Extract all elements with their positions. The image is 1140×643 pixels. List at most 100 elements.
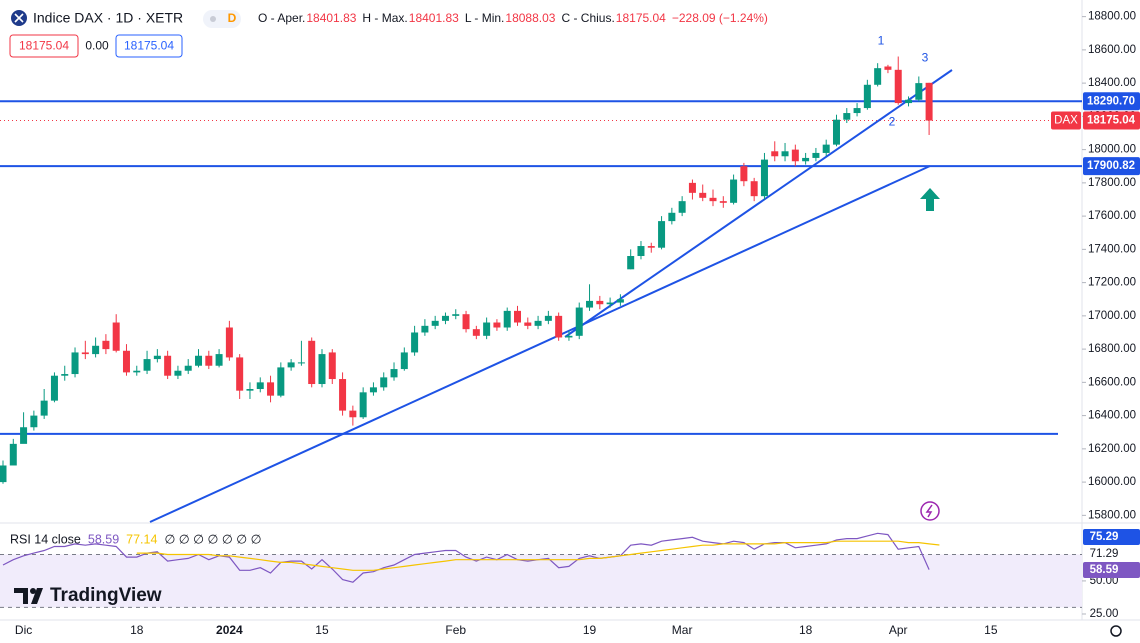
candle-body (565, 335, 573, 338)
candle-body (493, 322, 501, 328)
y-tick-label: 16200.00 (1088, 443, 1136, 455)
trend-line (149, 165, 931, 523)
candle-body (267, 382, 275, 396)
level-badge (1083, 157, 1140, 176)
candle-body (225, 327, 233, 358)
candle-body (730, 179, 738, 203)
candle-body (503, 310, 511, 328)
ohlc-value: 18175.04 (616, 11, 666, 25)
y-tick-label: 15800.00 (1088, 509, 1136, 521)
sell-price[interactable]: 18175.04 (19, 39, 69, 53)
ohlc-label: H - Max. (362, 11, 407, 25)
candle-body (791, 149, 799, 162)
candle-body (441, 315, 449, 321)
symbol-title[interactable]: Indice DAX · 1D · XETR (33, 10, 183, 26)
y-tick-label: 17800.00 (1088, 177, 1136, 189)
rsi-last-badge (1083, 562, 1140, 578)
candle-body (843, 113, 851, 120)
candle-body (668, 212, 676, 222)
sell-badge[interactable] (9, 34, 79, 58)
candle-body (606, 302, 614, 305)
candle-body (205, 355, 213, 366)
y-tick-label: 16400.00 (1088, 410, 1136, 422)
candle-body (699, 192, 707, 198)
symbol-badge (1051, 111, 1081, 130)
candle-body (400, 352, 408, 370)
candle-body (555, 315, 563, 338)
y-tick-label: 17200.00 (1088, 277, 1136, 289)
lower-layer: 15800.00 16000.00 16200.00 16400.00 16600.00… (0, 11, 1136, 620)
candle-body (215, 354, 223, 366)
candle-body (760, 159, 768, 197)
buy-price[interactable]: 18175.04 (124, 39, 174, 53)
candle-body (740, 166, 748, 182)
rsi-axis-badge-label: 71.29 (1090, 548, 1119, 560)
candle-body (863, 84, 871, 109)
candle-body (462, 314, 470, 330)
candle-body (390, 369, 398, 378)
flag-dot (210, 16, 216, 22)
logo-text: TradingView (50, 585, 162, 606)
level-badge (1083, 92, 1140, 111)
candle-body (802, 157, 810, 162)
ohlc-value: 18088.03 (505, 11, 555, 25)
candle-body (884, 66, 892, 70)
candle-body (627, 256, 635, 270)
settings-icon[interactable] (1110, 625, 1122, 637)
wave-label: 1 (878, 33, 885, 47)
candle-body (133, 370, 141, 373)
y-tick-label: 16600.00 (1088, 376, 1136, 388)
candle-body (575, 307, 583, 336)
candle-body (122, 350, 130, 373)
candle-body (853, 108, 861, 114)
rsi-line (136, 540, 940, 571)
y-tick-label: 18600.00 (1088, 44, 1136, 56)
candle-body (164, 355, 172, 376)
rsi-band (0, 554, 1082, 608)
x-tick-label: Mar (672, 623, 693, 637)
candle-body (339, 379, 347, 411)
candle-body (308, 340, 316, 385)
candle-body (349, 410, 357, 418)
candle-body (925, 82, 933, 121)
candle-body (0, 465, 7, 483)
candle-body (92, 345, 100, 355)
flag-pill (203, 10, 241, 28)
symbol-badge-label: DAX (1054, 115, 1078, 127)
candle-body (514, 310, 521, 323)
candle-body (678, 201, 686, 213)
last-price-label: 18175.04 (1087, 115, 1136, 127)
rsi-axis-badge (1083, 529, 1140, 545)
y-tick-label: 16000.00 (1088, 476, 1136, 488)
candle-body (277, 367, 285, 396)
rsi-last-label: 58.59 (1090, 564, 1119, 576)
candle-body (719, 201, 727, 203)
rsi-legend-value: 77.14 (126, 532, 157, 546)
candle-body (421, 325, 429, 333)
wave-label: 2 (889, 115, 896, 129)
candle-body (380, 377, 388, 388)
candle-body (781, 151, 789, 157)
symbol-logo-mark (14, 13, 24, 23)
buy-badge[interactable] (115, 34, 183, 58)
y-tick-label: 17400.00 (1088, 243, 1136, 255)
rsi-axis-badge-label: 75.29 (1090, 531, 1119, 543)
trend-line (564, 69, 953, 338)
candle-body (50, 375, 58, 401)
candle-body (637, 246, 645, 257)
ohlc-label: L - Min. (465, 11, 505, 25)
candle-body (647, 246, 655, 248)
candle-body (102, 340, 110, 350)
x-tick-label: Feb (445, 623, 466, 637)
candle-body (452, 314, 460, 316)
ohlc-label: C - Chius. (561, 11, 614, 25)
candle-body (246, 389, 254, 391)
candle-body (658, 221, 666, 248)
arrow-up-icon (920, 188, 940, 211)
x-tick-label: 15 (984, 623, 998, 637)
candle-body (174, 370, 182, 376)
event-icon[interactable] (920, 501, 940, 521)
candle-body (20, 427, 28, 444)
